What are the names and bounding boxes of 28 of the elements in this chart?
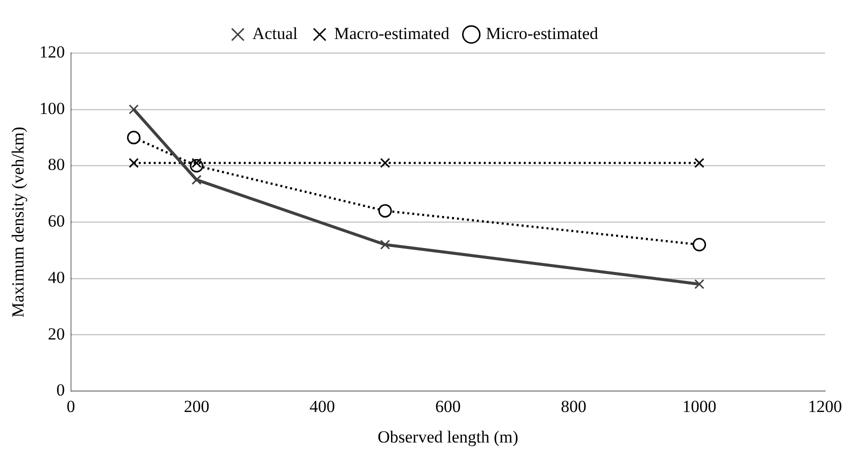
point bbox=[692, 238, 706, 252]
y-tick-label: 0 bbox=[56, 380, 65, 400]
point bbox=[128, 104, 139, 114]
y-axis-title: Maximum density (veh/km) bbox=[8, 126, 28, 318]
x-tick-label: 200 bbox=[184, 396, 210, 416]
y-tick-label: 60 bbox=[48, 212, 65, 231]
x-tick-label: 1200 bbox=[808, 396, 842, 416]
legend-label: Micro-estimated bbox=[486, 24, 599, 43]
x-tick-label: 400 bbox=[310, 396, 336, 416]
y-tick-label: 80 bbox=[48, 155, 65, 174]
point bbox=[694, 279, 704, 290]
point bbox=[192, 174, 202, 185]
legend-label: Actual bbox=[252, 24, 298, 43]
point bbox=[126, 130, 140, 144]
x-tick-label: 1000 bbox=[682, 396, 716, 416]
x-axis-title: Observed length (m) bbox=[378, 427, 518, 446]
y-tick-label: 20 bbox=[48, 324, 65, 344]
y-tick-label: 120 bbox=[39, 42, 65, 62]
point bbox=[128, 158, 139, 168]
y-tick-label: 100 bbox=[39, 98, 65, 118]
x-tick-label: 800 bbox=[560, 396, 586, 416]
point bbox=[380, 240, 390, 250]
point bbox=[694, 158, 704, 168]
point bbox=[378, 204, 392, 218]
x-tick-label: 600 bbox=[435, 396, 461, 416]
y-tick-label: 40 bbox=[48, 268, 65, 287]
legend-label: Macro-estimated bbox=[334, 24, 450, 43]
point bbox=[380, 158, 390, 168]
